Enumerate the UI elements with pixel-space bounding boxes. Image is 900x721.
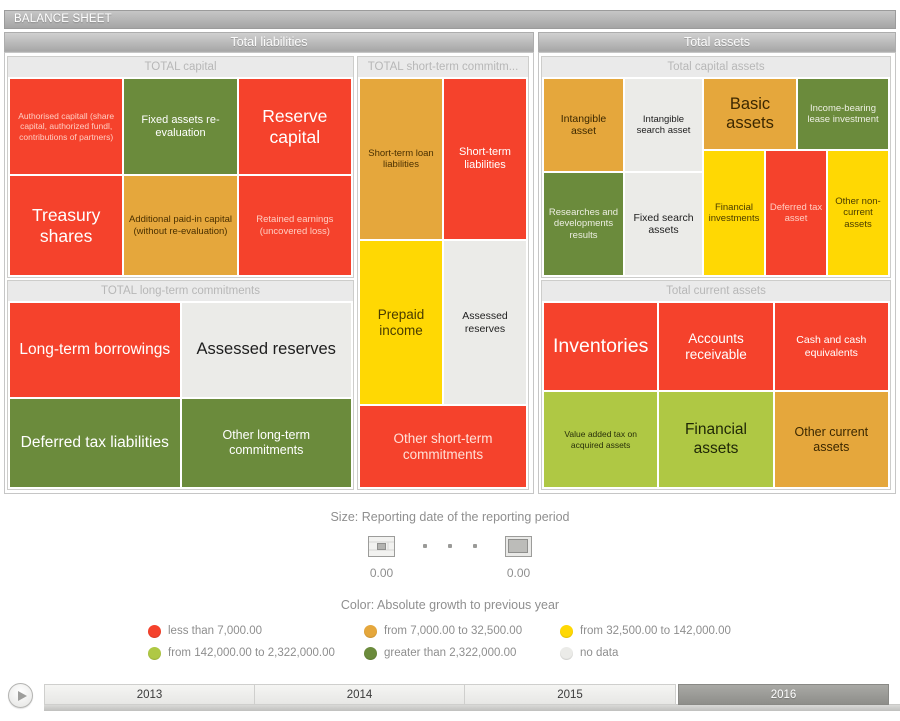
- red-swatch-icon: [148, 624, 161, 638]
- group-body-current-assets: Inventories Accounts receivable Cash and…: [542, 301, 890, 489]
- timeline-year-2014[interactable]: 2014: [254, 684, 465, 705]
- group-header-total-capital[interactable]: TOTAL capital: [8, 57, 353, 77]
- treemap-cell-short-term-loan-liabilities[interactable]: Short-term loan liabilities: [360, 79, 442, 239]
- clipped-label-artifact: .. .: [420, 496, 535, 503]
- total-liabilities-header[interactable]: Total liabilities: [4, 32, 534, 52]
- liabilities-panel: TOTAL capital Authorised capitall (share…: [4, 52, 534, 494]
- group-header-short-term[interactable]: TOTAL short-term commitm...: [358, 57, 528, 77]
- treemap-cell-basic-assets[interactable]: Basic assets: [704, 79, 796, 149]
- legend-label: from 32,500.00 to 142,000.00: [580, 625, 731, 637]
- treemap-cell-additional-paid-in-capital[interactable]: Additional paid-in capital (without re-e…: [124, 176, 237, 275]
- treemap-cell-treasury-shares[interactable]: Treasury shares: [10, 176, 123, 275]
- treemap-cell-intangible-search-asset[interactable]: Intangible search asset: [625, 79, 702, 171]
- legend-label: from 7,000.00 to 32,500.00: [384, 625, 523, 637]
- group-total-capital: TOTAL capital Authorised capitall (share…: [7, 56, 354, 278]
- legend-label: no data: [580, 647, 619, 659]
- orange-swatch-icon: [364, 624, 377, 638]
- treemap-cell-financial-investments[interactable]: Financial investments: [704, 151, 764, 275]
- treemap-small-icon[interactable]: [368, 536, 395, 557]
- color-legend-title: Color: Absolute growth to previous year: [340, 598, 560, 612]
- treemap-cell-assessed-reserves-st[interactable]: Assessed reserves: [444, 241, 526, 404]
- treemap-cell-other-short-term-commitments[interactable]: Other short-term commitments: [360, 406, 526, 487]
- group-body-long-term: Long-term borrowings Assessed reserves D…: [8, 301, 353, 489]
- treemap-cell-assessed-reserves-lt[interactable]: Assessed reserves: [181, 303, 351, 397]
- group-total-current-assets: Total current assets Inventories Account…: [541, 280, 891, 490]
- size-max-value: 0.00: [506, 566, 531, 580]
- treemap-cell-financial-assets[interactable]: Financial assets: [659, 392, 773, 487]
- treemap-large-icon[interactable]: [505, 536, 532, 557]
- timeline-year-2013[interactable]: 2013: [44, 684, 255, 705]
- timeline-year-2015[interactable]: 2015: [464, 684, 676, 705]
- treemap-cell-reserve-capital[interactable]: Reserve capital: [238, 79, 351, 174]
- treemap-cell-value-added-tax[interactable]: Value added tax on acquired assets: [544, 392, 658, 487]
- treemap-cell-other-non-current-assets[interactable]: Other non-current assets: [828, 151, 888, 275]
- group-long-term-commitments: TOTAL long-term commitments Long-term bo…: [7, 280, 354, 490]
- treemap-cell-income-bearing-lease[interactable]: Income-bearing lease investment: [798, 79, 888, 149]
- group-body-total-capital: Authorised capitall (share capital, auth…: [8, 77, 353, 277]
- play-icon: [18, 690, 27, 701]
- legend-item-dark-green: greater than 2,322,000.00: [364, 645, 560, 661]
- legend-label: from 142,000.00 to 2,322,000.00: [168, 647, 335, 659]
- legend-item-no-data: no data: [560, 645, 731, 661]
- treemap-cell-researches-developments[interactable]: Researches and developments results: [544, 173, 623, 275]
- legend-item-orange: from 7,000.00 to 32,500.00: [364, 623, 560, 639]
- treemap-cell-deferred-tax-liabilities[interactable]: Deferred tax liabilities: [10, 399, 180, 487]
- treemap-cell-intangible-asset[interactable]: Intangible asset: [544, 79, 623, 171]
- treemap-cell-deferred-tax-asset[interactable]: Deferred tax asset: [766, 151, 826, 275]
- legend-item-yellow: from 32,500.00 to 142,000.00: [560, 623, 731, 639]
- treemap-cell-prepaid-income[interactable]: Prepaid income: [360, 241, 442, 404]
- treemap-cell-cash-equivalents[interactable]: Cash and cash equivalents: [774, 303, 888, 390]
- yellow-swatch-icon: [560, 624, 573, 638]
- group-header-long-term[interactable]: TOTAL long-term commitments: [8, 281, 353, 301]
- total-assets-header[interactable]: Total assets: [538, 32, 896, 52]
- treemap-cell-other-current-assets[interactable]: Other current assets: [774, 392, 888, 487]
- group-short-term-commitments: TOTAL short-term commitm... Short-term l…: [357, 56, 529, 490]
- assets-panel: Total capital assets Intangible asset Re…: [538, 52, 896, 494]
- light-green-swatch-icon: [148, 646, 161, 660]
- treemap-cell-fixed-assets-reevaluation[interactable]: Fixed assets re-evaluation: [124, 79, 237, 174]
- size-min-value: 0.00: [369, 566, 394, 580]
- legend-label: greater than 2,322,000.00: [384, 647, 517, 659]
- size-scale: 0.00 0.00: [0, 536, 900, 580]
- color-legend: less than 7,000.00 from 7,000.00 to 32,5…: [148, 623, 731, 661]
- timeline-track[interactable]: [44, 704, 900, 711]
- size-scale-max: 0.00: [505, 536, 532, 580]
- treemap-cell-accounts-receivable[interactable]: Accounts receivable: [659, 303, 773, 390]
- no-data-swatch-icon: [560, 646, 573, 660]
- group-body-capital-assets: Intangible asset Researches and developm…: [542, 77, 890, 277]
- treemap-cell-fixed-search-assets[interactable]: Fixed search assets: [625, 173, 702, 275]
- treemap-cell-authorised-capital[interactable]: Authorised capitall (share capital, auth…: [10, 79, 123, 174]
- group-header-current-assets[interactable]: Total current assets: [542, 281, 890, 301]
- treemap-cell-inventories[interactable]: Inventories: [544, 303, 658, 390]
- size-scale-dots: [423, 544, 477, 548]
- treemap-cell-short-term-liabilities[interactable]: Short-term liabilities: [444, 79, 526, 239]
- group-body-short-term: Short-term loan liabilities Short-term l…: [358, 77, 528, 489]
- size-legend-title: Size: Reporting date of the reporting pe…: [330, 510, 570, 524]
- size-scale-min: 0.00: [368, 536, 395, 580]
- page-title: BALANCE SHEET: [4, 10, 896, 29]
- group-header-capital-assets[interactable]: Total capital assets: [542, 57, 890, 77]
- dark-green-swatch-icon: [364, 646, 377, 660]
- legend-label: less than 7,000.00: [168, 625, 262, 637]
- treemap-cell-long-term-borrowings[interactable]: Long-term borrowings: [10, 303, 180, 397]
- group-total-capital-assets: Total capital assets Intangible asset Re…: [541, 56, 891, 278]
- legend-item-red: less than 7,000.00: [148, 623, 364, 639]
- treemap-cell-other-long-term-commitments[interactable]: Other long-term commitments: [181, 399, 351, 487]
- timeline-year-2016[interactable]: 2016: [678, 684, 889, 705]
- treemap-cell-retained-earnings[interactable]: Retained earnings (uncovered loss): [238, 176, 351, 275]
- legend-item-light-green: from 142,000.00 to 2,322,000.00: [148, 645, 364, 661]
- play-button[interactable]: [8, 683, 33, 708]
